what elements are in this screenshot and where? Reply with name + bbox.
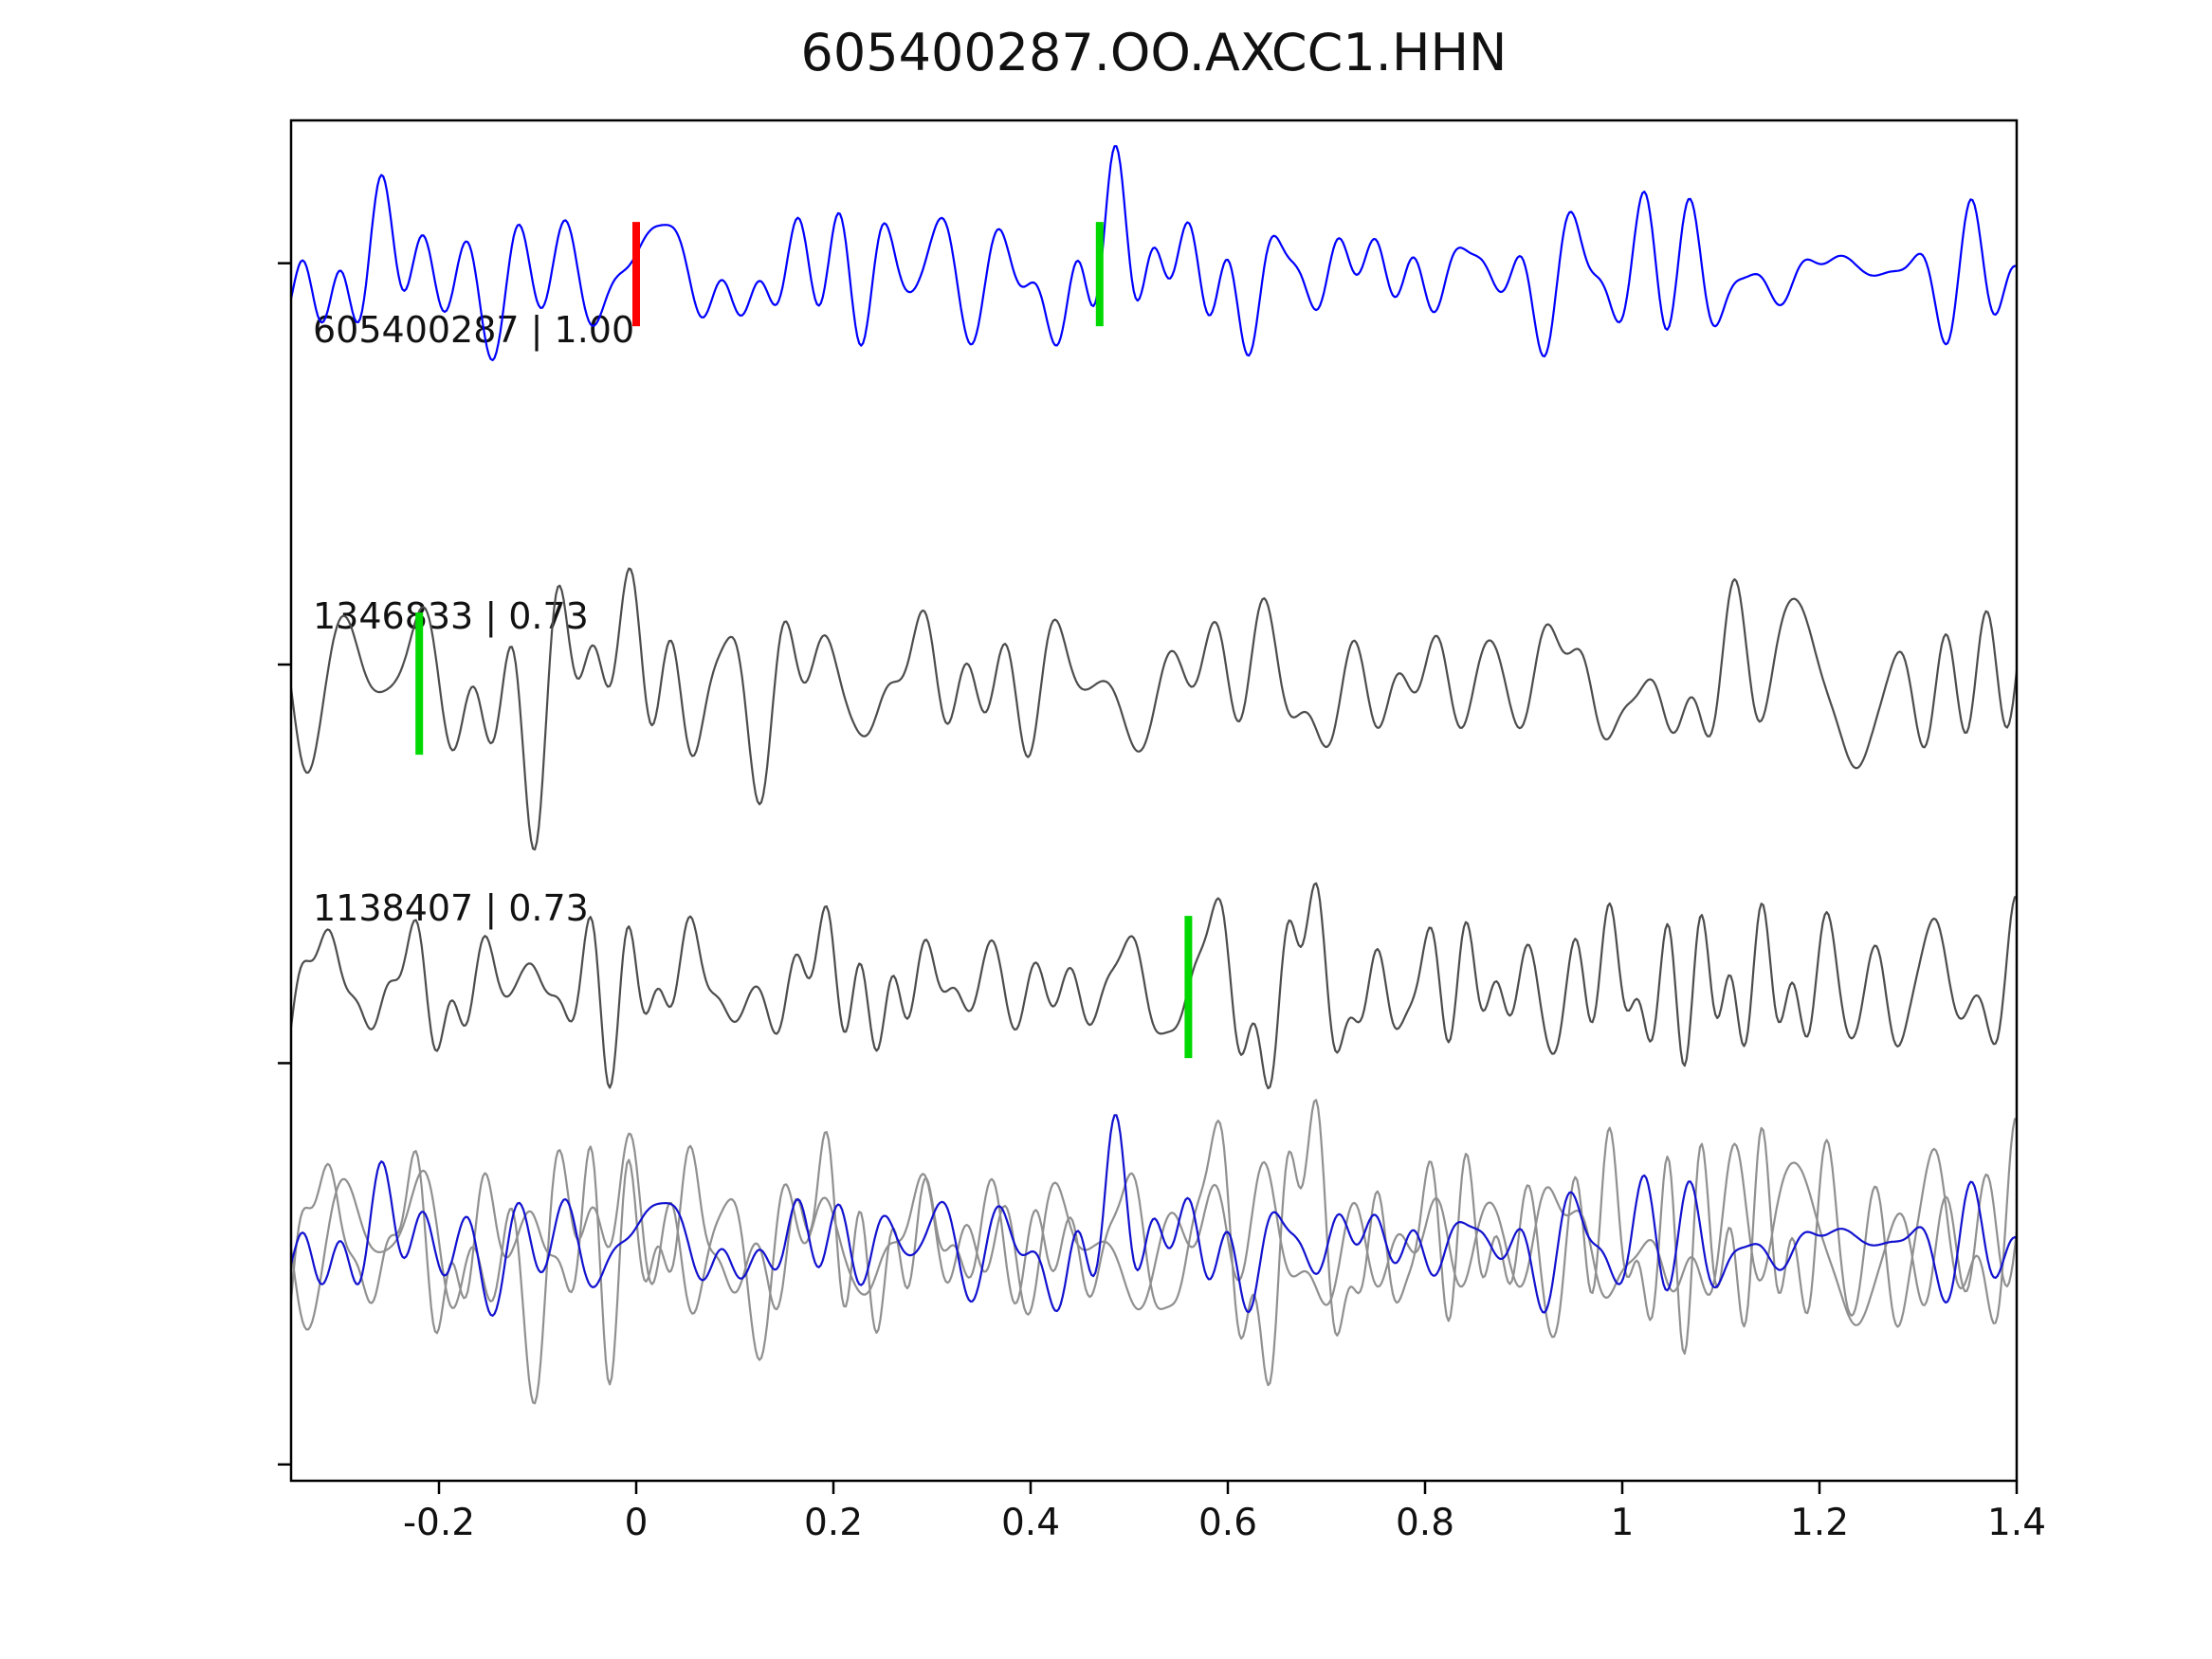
x-tick-label: 1 [1610,1502,1635,1544]
waveform-trace-overlay [291,1132,2017,1405]
waveform-trace-overlay [291,1099,2017,1387]
x-tick-label: 1.2 [1789,1502,1850,1544]
x-tick-label: 1.4 [1986,1502,2047,1544]
x-tick-label: 0.4 [1000,1502,1061,1544]
x-tick-label: 0 [624,1502,649,1544]
x-tick-label: -0.2 [402,1502,476,1544]
waveform-trace-1346833 [291,567,2017,851]
plot-border [289,118,2019,1483]
waveform-trace-1138407 [291,882,2017,1090]
figure-title: 605400287.OO.AXCC1.HHN [800,23,1508,82]
trace-label-detection-2: 1138407 | 0.73 [313,887,589,929]
trace-label-template: 605400287 | 1.00 [313,309,635,351]
trace-label-detection-1: 1346833 | 0.73 [313,595,589,637]
x-tick-label: 0.6 [1197,1502,1258,1544]
x-tick-label: 0.8 [1395,1502,1455,1544]
waveform-trace-overlay [291,1114,2017,1317]
waveform-trace-605400287 [291,145,2017,361]
x-tick-label: 0.2 [803,1502,864,1544]
